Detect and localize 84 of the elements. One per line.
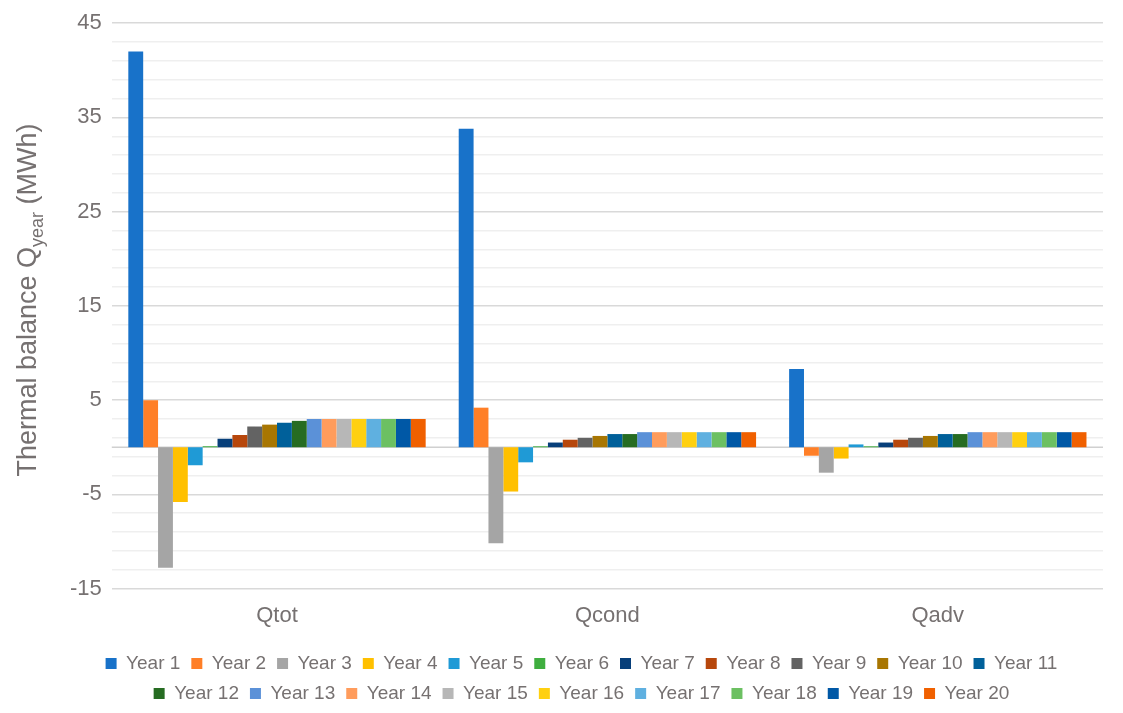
legend-label: Year 3 — [297, 651, 352, 673]
legend-label: Year 18 — [751, 681, 817, 703]
y-tick-label: -5 — [82, 480, 102, 506]
bar — [833, 447, 849, 459]
bar — [321, 418, 337, 448]
y-tick-label: 5 — [89, 386, 102, 412]
bar — [247, 426, 263, 448]
bar — [128, 51, 144, 448]
bar — [473, 407, 489, 448]
legend-label: Year 12 — [174, 681, 239, 703]
y-tick-label: 35 — [77, 103, 102, 129]
bar — [622, 434, 638, 448]
bar — [306, 418, 322, 448]
bar — [922, 435, 938, 448]
legend-label: Year 1 — [126, 651, 181, 673]
bar — [143, 400, 159, 448]
bar — [726, 432, 742, 448]
bar — [789, 369, 804, 448]
legend-label: Year 2 — [211, 651, 267, 673]
bar — [997, 432, 1013, 448]
bar — [982, 432, 998, 448]
bar — [577, 437, 593, 448]
bar — [637, 432, 652, 448]
y-tick-label: -15 — [70, 574, 102, 600]
bar — [172, 447, 188, 502]
y-tick-label: 15 — [77, 291, 102, 317]
bar — [187, 447, 203, 466]
bar — [803, 447, 819, 456]
x-tick-label: Qtot — [256, 601, 298, 627]
bar — [681, 432, 697, 448]
bar — [1012, 432, 1028, 448]
legend-label: Year 11 — [994, 651, 1058, 673]
bar — [503, 447, 519, 492]
legend-label: Year 4 — [383, 651, 438, 673]
legend-label: Year 13 — [270, 681, 336, 703]
bar — [232, 435, 248, 448]
bar — [848, 444, 864, 448]
x-tick-label: Qcond — [574, 601, 640, 627]
legend-label: Year 15 — [463, 681, 528, 703]
legend-label: Year 17 — [655, 681, 721, 703]
bar — [158, 447, 173, 568]
legend-label: Year 10 — [897, 651, 963, 673]
legend-label: Year 7 — [640, 651, 695, 673]
bar — [592, 435, 608, 448]
legend-label: Year 6 — [554, 651, 610, 673]
bar — [952, 434, 968, 448]
legend-label: Year 9 — [811, 651, 867, 673]
bar — [908, 437, 923, 448]
bar — [291, 420, 307, 448]
bar — [1071, 432, 1087, 448]
bar — [967, 432, 983, 448]
bar — [1056, 432, 1072, 448]
bar — [1041, 432, 1057, 448]
bar — [381, 418, 396, 448]
bar — [666, 432, 682, 448]
bar — [937, 434, 953, 448]
bar — [562, 439, 578, 448]
bar — [395, 418, 411, 448]
bar — [366, 418, 382, 448]
bar — [458, 128, 474, 448]
bar — [741, 432, 757, 448]
bar — [607, 434, 623, 448]
legend-label: Year 20 — [944, 681, 1010, 703]
x-tick-label: Qadv — [911, 601, 965, 627]
bar — [336, 418, 352, 448]
legend-label: Year 14 — [366, 681, 432, 703]
bar — [711, 432, 727, 448]
legend-label: Year 8 — [726, 651, 781, 673]
legend-label: Year 19 — [848, 681, 914, 703]
bar — [893, 439, 909, 448]
bar — [277, 422, 292, 448]
bar — [818, 447, 834, 473]
bar — [518, 447, 534, 463]
bar — [410, 418, 426, 448]
bar — [351, 418, 367, 448]
bar — [696, 432, 712, 448]
bar — [1027, 432, 1042, 448]
y-tick-label: 45 — [77, 9, 102, 35]
legend-label: Year 5 — [469, 651, 524, 673]
bar — [652, 432, 667, 448]
legend-label: Year 16 — [559, 681, 625, 703]
bar — [262, 424, 277, 448]
y-tick-label: 25 — [77, 197, 102, 223]
bar — [488, 447, 504, 544]
